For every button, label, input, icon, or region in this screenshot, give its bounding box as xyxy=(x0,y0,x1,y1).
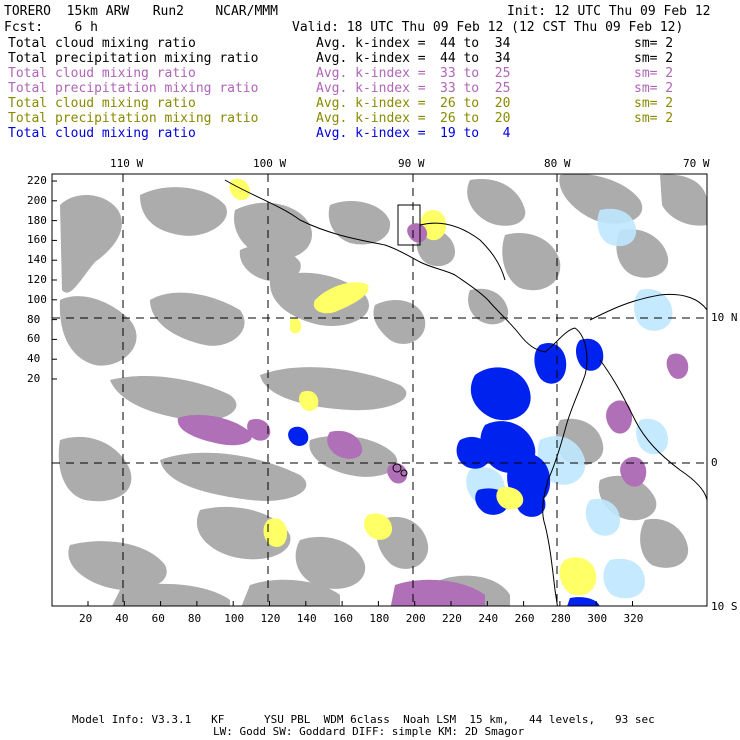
top-lon-label: 70 W xyxy=(683,157,710,170)
bottom-x-label: 300 xyxy=(587,612,608,625)
left-y-label: 40 xyxy=(27,352,41,366)
bottom-x-label: 220 xyxy=(442,612,462,625)
legend-label: Avg. k-index = xyxy=(316,66,426,81)
model-title: TORERO 15km ARW Run2 NCAR/MMM xyxy=(4,4,278,19)
bottom-x-label: 180 xyxy=(369,612,390,625)
left-y-label: 100 xyxy=(27,292,47,306)
legend-label: Avg. k-index = xyxy=(316,126,426,141)
legend-smooth: sm= 2 xyxy=(634,96,674,111)
bottom-x-label: 40 xyxy=(115,612,129,625)
left-y-label: 220 xyxy=(27,174,47,187)
legend-range: 44 to 34 xyxy=(440,51,511,66)
legend-range: 19 to 4 xyxy=(440,126,511,141)
left-y-label: 180 xyxy=(27,213,47,227)
bottom-x-label: 240 xyxy=(478,612,499,625)
physics-info: LW: Godd SW: Goddard DIFF: simple KM: 2D… xyxy=(213,725,525,738)
right-lat-label: 10 S xyxy=(711,600,738,613)
top-lon-label: 100 W xyxy=(253,157,287,170)
top-lon-label: 90 W xyxy=(398,157,425,170)
legend-label: Avg. k-index = xyxy=(316,111,426,126)
top-lon-label: 80 W xyxy=(544,157,571,170)
legend-label: Avg. k-index = xyxy=(316,51,426,66)
legend-label: Avg. k-index = xyxy=(316,81,426,96)
bottom-x-label: 160 xyxy=(333,612,353,625)
map-frame xyxy=(51,173,708,607)
legend-smooth: sm= 2 xyxy=(634,51,674,66)
legend-range: 33 to 25 xyxy=(440,66,511,81)
legend-field: Total precipitation mixing ratio xyxy=(8,51,259,66)
legend-field: Total cloud mixing ratio xyxy=(8,126,196,141)
legend-smooth: sm= 2 xyxy=(634,66,674,81)
model-info: Model Info: V3.3.1 KF YSU PBL WDM 6class… xyxy=(72,713,655,726)
bottom-x-label: 200 xyxy=(405,612,426,625)
top-lon-label: 110 W xyxy=(110,157,144,170)
bottom-x-label: 320 xyxy=(623,612,644,625)
blue-cloud-layer xyxy=(288,338,604,606)
legend-range: 26 to 20 xyxy=(440,111,511,126)
legend-range: 26 to 20 xyxy=(440,96,511,111)
right-lat-label: 0 xyxy=(711,456,718,469)
bottom-x-label: 120 xyxy=(260,612,281,625)
tick-marks xyxy=(52,180,633,606)
bottom-x-label: 260 xyxy=(514,612,535,625)
bottom-x-label: 100 xyxy=(224,612,245,625)
legend-range: 33 to 25 xyxy=(440,81,511,96)
legend-field: Total cloud mixing ratio xyxy=(8,36,196,51)
bottom-x-label: 20 xyxy=(79,612,93,625)
left-y-label: 160 xyxy=(27,233,47,247)
left-y-label: 140 xyxy=(27,253,47,267)
yellow-layer xyxy=(229,178,597,596)
coastline xyxy=(224,179,707,606)
forecast-hour: Fcst: 6 h xyxy=(4,20,98,35)
bottom-x-label: 280 xyxy=(550,612,571,625)
legend-label: Avg. k-index = xyxy=(316,96,426,111)
init-time: Init: 12 UTC Thu 09 Feb 12 xyxy=(507,4,711,19)
legend-field: Total cloud mixing ratio xyxy=(8,66,196,81)
legend-smooth: sm= 2 xyxy=(634,36,674,51)
valid-time: Valid: 18 UTC Thu 09 Feb 12 (12 CST Thu … xyxy=(292,20,684,35)
left-y-label: 120 xyxy=(27,273,47,286)
grid-lines xyxy=(52,174,707,606)
legend-field: Total cloud mixing ratio xyxy=(8,96,196,111)
legend-smooth: sm= 2 xyxy=(634,81,674,96)
legend-field: Total precipitation mixing ratio xyxy=(8,81,259,96)
legend-range: 44 to 34 xyxy=(440,36,511,51)
purple-layer xyxy=(177,223,689,606)
left-y-label: 20 xyxy=(27,372,41,385)
legend-smooth: sm= 2 xyxy=(634,111,674,126)
left-y-label: 80 xyxy=(27,312,41,326)
bottom-x-label: 140 xyxy=(296,612,317,625)
left-y-label: 60 xyxy=(27,332,41,346)
bottom-x-label: 60 xyxy=(151,612,165,625)
legend-label: Avg. k-index = xyxy=(316,36,426,51)
lightblue-layer xyxy=(466,208,673,599)
right-lat-label: 10 N xyxy=(711,311,738,324)
legend-field: Total precipitation mixing ratio xyxy=(8,111,259,126)
left-y-label: 200 xyxy=(27,193,47,207)
bottom-x-label: 80 xyxy=(187,612,202,625)
